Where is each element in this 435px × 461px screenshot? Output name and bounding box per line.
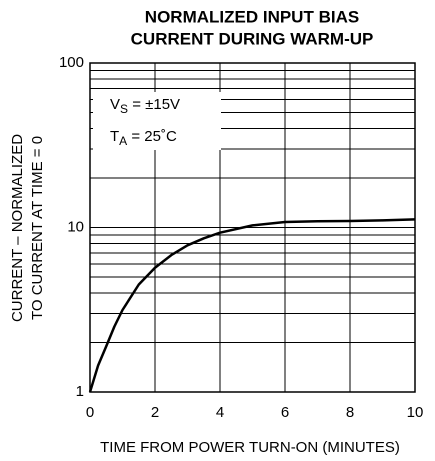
x-axis-label: TIME FROM POWER TURN-ON (MINUTES) <box>100 439 400 456</box>
annotation-text: V <box>110 96 120 113</box>
data-line <box>88 218 416 393</box>
plot-frame <box>89 62 416 393</box>
x-tick-label: 10 <box>407 404 424 421</box>
chart-title: CURRENT DURING WARM-UP <box>131 29 374 48</box>
y-tick-label: 100 <box>59 54 84 71</box>
annotation-subscript: A <box>119 134 127 148</box>
annotation-text: = ±15V <box>128 96 180 113</box>
y-tick-label: 10 <box>67 218 84 235</box>
y-tick-label: 1 <box>76 383 84 400</box>
annotation-subscript: S <box>120 102 128 116</box>
annotation-box <box>93 92 221 150</box>
y-axis-label: CURRENT – NORMALIZED <box>9 134 26 322</box>
chart-title: NORMALIZED INPUT BIAS <box>145 7 359 26</box>
x-tick-label: 2 <box>151 404 159 421</box>
x-tick-label: 0 <box>86 404 94 421</box>
x-tick-label: 8 <box>346 404 354 421</box>
annotation-text: T <box>110 128 119 145</box>
y-axis-label: TO CURRENT AT TIME = 0 <box>29 136 46 320</box>
annotation-text: = 25˚C <box>127 128 177 145</box>
x-tick-label: 4 <box>216 404 224 421</box>
annotation: VS = ±15V <box>110 96 180 116</box>
annotation: TA = 25˚C <box>110 128 177 148</box>
x-tick-label: 6 <box>281 404 289 421</box>
